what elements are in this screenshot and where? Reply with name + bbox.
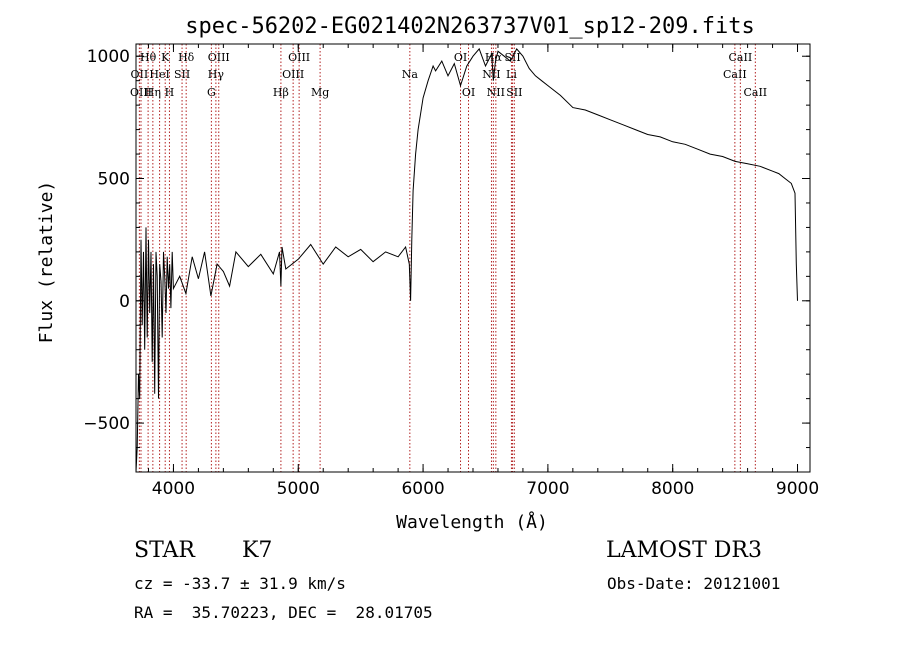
line-marker-label-17: OI [454, 51, 467, 64]
x-tick-label-1: 5000 [277, 479, 320, 499]
line-marker-label-7: H [165, 86, 175, 99]
line-marker-label-16: Na [402, 68, 419, 81]
line-marker-label-23: Li [506, 68, 517, 81]
line-marker-label-0: Hθ [140, 51, 157, 64]
line-marker-label-3: K [161, 51, 170, 64]
y-tick-label-2: 500 [98, 170, 130, 190]
x-tick-label-4: 8000 [651, 479, 694, 499]
chart-title: spec-56202-EG021402N263737V01_sp12-209.f… [185, 14, 755, 39]
x-tick-label-5: 9000 [776, 479, 819, 499]
x-tick-label-0: 4000 [152, 479, 195, 499]
line-marker-label-24: SII [506, 86, 522, 99]
object-class: STAR [134, 538, 195, 563]
line-marker-label-12: OIII [288, 51, 310, 64]
line-marker-label-21: NII [487, 86, 505, 99]
sky-coordinates: RA = 35.70223, DEC = 28.01705 [134, 603, 433, 622]
line-marker-label-1: OII [131, 68, 149, 81]
y-tick-label-1: 0 [119, 292, 130, 312]
observation-date: Obs-Date: 20121001 [607, 574, 781, 593]
line-marker-label-15: Mg [311, 86, 329, 99]
line-marker-label-2: OIII [130, 86, 152, 99]
line-marker-label-14: Hβ [273, 86, 289, 99]
x-axis-label: Wavelength (Å) [396, 511, 548, 533]
line-marker-label-13: OIII [282, 68, 304, 81]
y-tick-label-3: 1000 [87, 47, 130, 67]
line-markers: Hθ OII OIII K HeI Hη SII H Hδ OIII Hγ G OIII OIII Hβ Mg… [130, 44, 767, 472]
line-marker-label-4: HeI [149, 68, 169, 81]
y-axis-label: Flux (relative) [36, 181, 57, 344]
x-tick-label-2: 6000 [401, 479, 444, 499]
redshift-velocity: cz = -33.7 ± 31.9 km/s [134, 574, 346, 593]
x-axis: 4000 5000 6000 7000 8000 9000 [147, 44, 819, 499]
line-marker-label-11: G [207, 86, 216, 99]
y-tick-label-0: −500 [83, 414, 130, 434]
line-marker-label-19: NII [482, 68, 500, 81]
line-marker-label-8: Hδ [178, 51, 195, 64]
line-marker-label-26: CaII [723, 68, 747, 81]
line-marker-label-27: CaII [743, 86, 767, 99]
plot-frame [135, 43, 811, 473]
line-marker-label-25: CaII [729, 51, 753, 64]
spectrum-chart: spec-56202-EG021402N263737V01_sp12-209.f… [36, 14, 819, 533]
y-axis: −500 0 500 1000 [83, 47, 810, 449]
object-subclass: K7 [242, 538, 273, 563]
line-marker-label-18: OI [462, 86, 475, 99]
line-marker-label-9: OIII [208, 51, 230, 64]
x-tick-label-3: 7000 [526, 479, 569, 499]
survey-name: LAMOST DR3 [606, 538, 762, 563]
line-marker-label-10: Hγ [208, 68, 225, 81]
spectrum-line [135, 47, 798, 473]
line-marker-label-5: Hη [145, 86, 161, 99]
line-marker-label-20: Hα [485, 51, 503, 64]
line-marker-label-6: SII [174, 68, 190, 81]
